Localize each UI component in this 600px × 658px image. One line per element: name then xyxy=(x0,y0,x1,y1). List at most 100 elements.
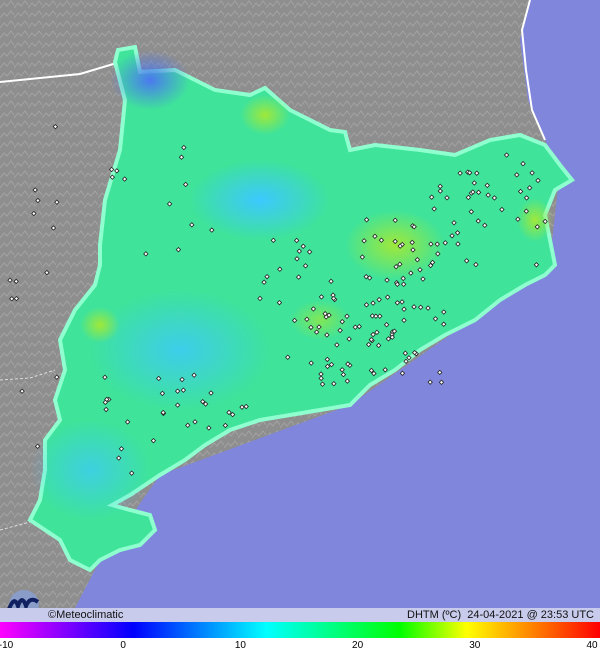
station-marker[interactable] xyxy=(515,216,521,222)
station-marker[interactable] xyxy=(409,239,415,246)
station-marker[interactable] xyxy=(103,406,109,413)
station-marker[interactable] xyxy=(128,470,135,476)
station-marker[interactable] xyxy=(160,409,166,416)
station-marker[interactable] xyxy=(455,241,461,247)
station-marker[interactable] xyxy=(121,176,128,182)
station-marker[interactable] xyxy=(435,251,441,257)
station-marker[interactable] xyxy=(174,402,181,408)
station-marker[interactable] xyxy=(399,370,406,376)
station-marker[interactable] xyxy=(533,262,540,268)
station-marker[interactable] xyxy=(114,168,120,174)
station-marker[interactable] xyxy=(391,328,398,334)
station-marker[interactable] xyxy=(389,334,395,340)
station-marker[interactable] xyxy=(529,170,535,176)
station-marker[interactable] xyxy=(371,370,377,377)
station-marker[interactable] xyxy=(408,270,414,276)
station-marker[interactable] xyxy=(34,443,41,449)
station-marker[interactable] xyxy=(434,241,440,247)
station-marker[interactable] xyxy=(54,199,60,205)
station-marker[interactable] xyxy=(182,181,189,188)
station-marker[interactable] xyxy=(191,372,197,378)
station-marker[interactable] xyxy=(402,350,409,356)
station-marker[interactable] xyxy=(368,367,375,374)
station-marker[interactable] xyxy=(143,251,149,257)
station-marker[interactable] xyxy=(13,278,19,285)
station-marker[interactable] xyxy=(417,267,423,273)
station-marker[interactable] xyxy=(344,378,351,384)
station-marker[interactable] xyxy=(264,273,270,280)
station-marker[interactable] xyxy=(399,299,405,305)
station-marker[interactable] xyxy=(202,401,209,407)
station-marker[interactable] xyxy=(9,296,15,302)
station-marker[interactable] xyxy=(175,246,182,253)
station-marker[interactable] xyxy=(104,396,110,403)
station-marker[interactable] xyxy=(475,189,482,196)
station-marker[interactable] xyxy=(331,381,337,387)
station-marker[interactable] xyxy=(432,316,439,322)
station-marker[interactable] xyxy=(454,230,461,236)
station-marker[interactable] xyxy=(54,374,60,380)
station-marker[interactable] xyxy=(373,313,379,319)
station-marker[interactable] xyxy=(308,324,314,331)
station-marker[interactable] xyxy=(346,336,352,342)
station-marker[interactable] xyxy=(324,363,331,370)
station-marker[interactable] xyxy=(437,369,443,376)
station-marker[interactable] xyxy=(295,274,302,280)
station-marker[interactable] xyxy=(356,323,362,330)
station-marker[interactable] xyxy=(209,227,215,233)
station-marker[interactable] xyxy=(326,312,332,318)
station-marker[interactable] xyxy=(372,233,378,239)
station-marker[interactable] xyxy=(31,210,37,217)
station-marker[interactable] xyxy=(361,238,367,244)
station-marker[interactable] xyxy=(376,296,382,303)
station-marker[interactable] xyxy=(226,409,232,416)
station-marker[interactable] xyxy=(369,313,376,319)
station-marker[interactable] xyxy=(375,342,382,349)
station-marker[interactable] xyxy=(52,123,59,130)
station-marker[interactable] xyxy=(32,187,38,193)
station-marker[interactable] xyxy=(485,192,491,198)
station-marker[interactable] xyxy=(344,313,350,319)
station-marker[interactable] xyxy=(243,403,249,410)
station-marker[interactable] xyxy=(200,398,206,405)
station-marker[interactable] xyxy=(366,275,373,281)
station-marker[interactable] xyxy=(401,317,407,323)
station-marker[interactable] xyxy=(324,356,331,363)
station-marker[interactable] xyxy=(534,224,540,230)
station-marker[interactable] xyxy=(181,144,187,151)
station-marker[interactable] xyxy=(429,259,436,266)
station-marker[interactable] xyxy=(411,304,417,310)
station-marker[interactable] xyxy=(437,183,443,190)
station-marker[interactable] xyxy=(400,275,406,282)
station-marker[interactable] xyxy=(473,261,479,268)
station-marker[interactable] xyxy=(499,206,505,213)
station-marker[interactable] xyxy=(465,194,472,201)
station-marker[interactable] xyxy=(463,258,470,264)
station-marker[interactable] xyxy=(261,279,267,285)
station-marker[interactable] xyxy=(384,294,391,300)
station-marker[interactable] xyxy=(229,411,236,418)
station-marker[interactable] xyxy=(520,161,526,167)
station-marker[interactable] xyxy=(482,222,488,229)
station-marker[interactable] xyxy=(370,331,376,338)
station-marker[interactable] xyxy=(466,170,473,176)
station-marker[interactable] xyxy=(441,321,447,327)
station-marker[interactable] xyxy=(334,342,340,348)
station-marker[interactable] xyxy=(437,188,444,194)
station-marker[interactable] xyxy=(394,300,401,306)
station-marker[interactable] xyxy=(293,237,300,244)
station-marker[interactable] xyxy=(401,306,407,312)
station-marker[interactable] xyxy=(370,300,376,306)
station-marker[interactable] xyxy=(411,349,418,356)
station-marker[interactable] xyxy=(449,233,455,239)
station-marker[interactable] xyxy=(159,390,166,397)
station-marker[interactable] xyxy=(523,208,530,214)
station-marker[interactable] xyxy=(328,361,335,368)
station-marker[interactable] xyxy=(156,375,162,382)
station-marker[interactable] xyxy=(392,217,398,223)
station-marker[interactable] xyxy=(174,388,181,394)
station-marker[interactable] xyxy=(451,220,457,226)
station-marker[interactable] xyxy=(400,281,407,287)
station-marker[interactable] xyxy=(417,304,424,310)
station-marker[interactable] xyxy=(470,189,476,195)
